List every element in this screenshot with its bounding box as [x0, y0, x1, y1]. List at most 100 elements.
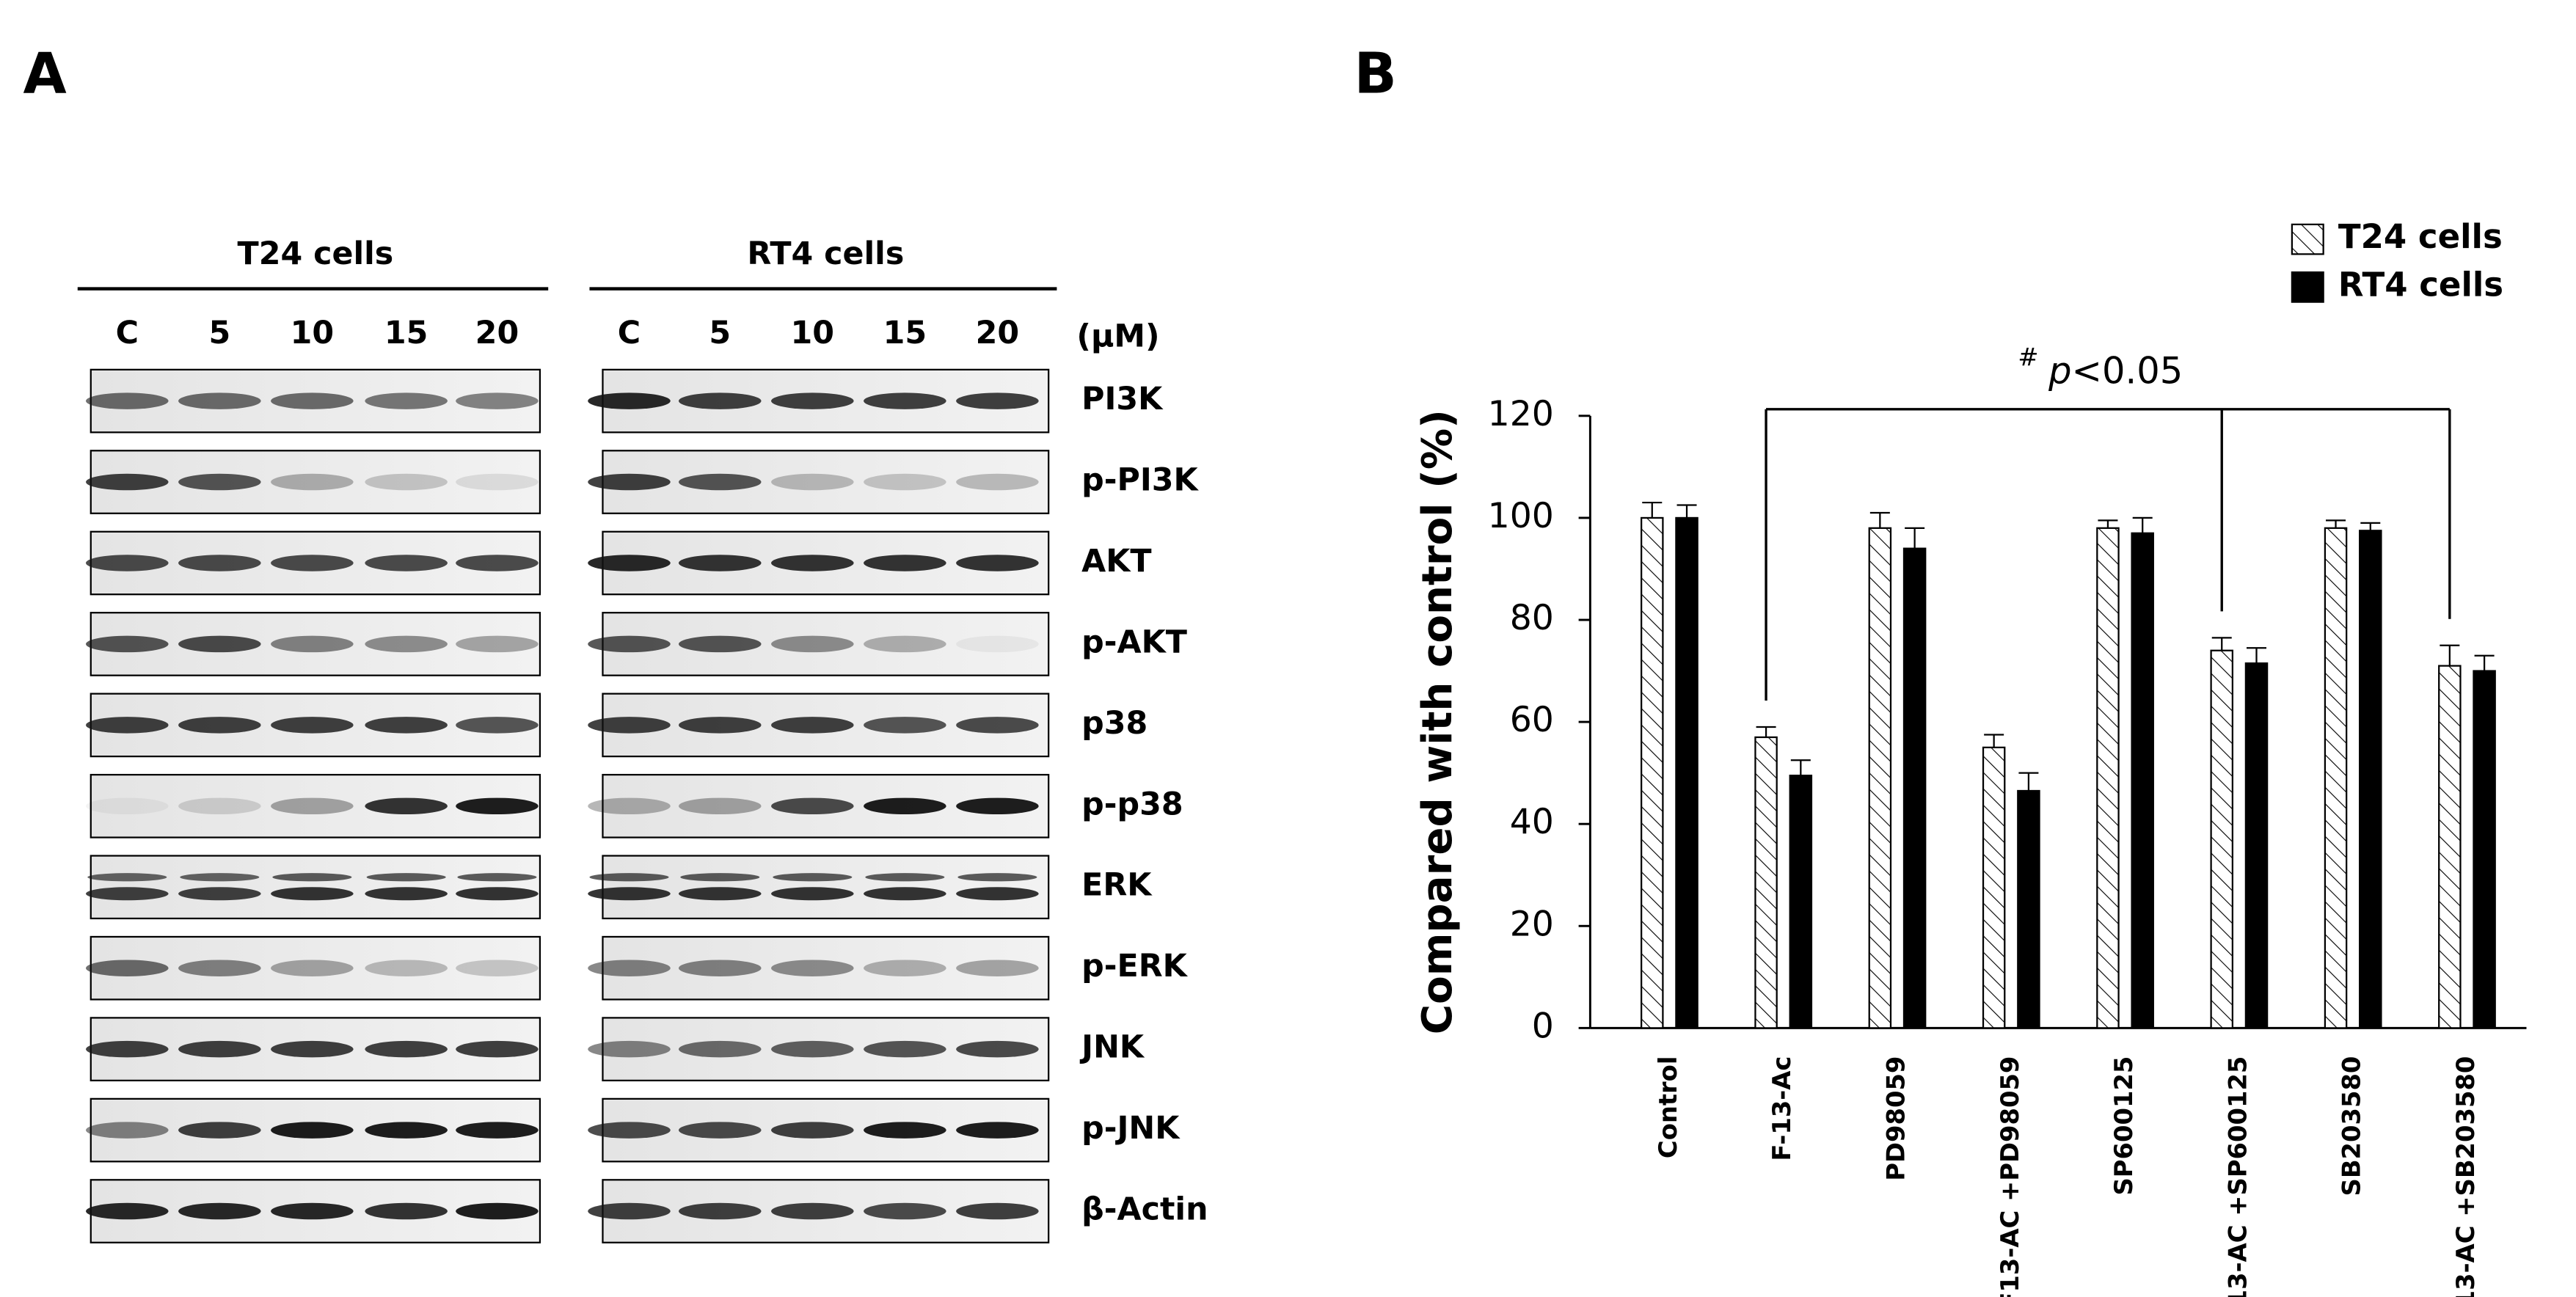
protein-label: p-ERK [1081, 948, 1189, 984]
band [365, 1202, 448, 1220]
error-bar [1790, 759, 1811, 776]
protein-label: β-Actin [1081, 1191, 1208, 1228]
band [956, 635, 1039, 653]
error-bar [1676, 504, 1697, 518]
band [271, 1040, 354, 1058]
band [679, 887, 762, 901]
error-bar [2132, 516, 2153, 533]
bar [1675, 516, 1699, 1029]
band [178, 1040, 261, 1058]
bar [1641, 516, 1664, 1029]
band [366, 873, 446, 882]
band [178, 473, 261, 491]
band [365, 473, 448, 491]
annotation-value: <0.05 [2072, 349, 2183, 392]
legend-label: T24 cells [2338, 217, 2503, 256]
protein-label: ERK [1081, 867, 1153, 904]
band [365, 1040, 448, 1058]
band [773, 873, 853, 882]
band [271, 797, 354, 815]
band [271, 555, 354, 571]
annotation-p: p [2048, 349, 2071, 392]
protein-label: p-AKT [1081, 624, 1187, 660]
lane-label: 10 [791, 315, 835, 351]
error-bar [1905, 527, 1925, 549]
band [588, 960, 671, 976]
band [178, 717, 261, 734]
band [864, 635, 946, 653]
lane-label: C [618, 315, 641, 351]
bar [2131, 532, 2154, 1029]
legend-label: RT4 cells [2338, 265, 2503, 304]
band [271, 887, 354, 901]
band [679, 1202, 762, 1220]
band [864, 887, 946, 901]
band [771, 1122, 854, 1139]
band [588, 887, 671, 901]
band [86, 797, 169, 815]
band [588, 1202, 671, 1220]
band [956, 960, 1039, 976]
error-bar [2440, 644, 2460, 666]
x-tick-label: F-13-Ac [1767, 1056, 1796, 1161]
bar [1789, 774, 1813, 1029]
band [956, 1202, 1039, 1220]
error-bar [2474, 654, 2495, 671]
protein-label: p38 [1081, 705, 1147, 742]
error-bar [2360, 522, 2381, 531]
band [86, 635, 169, 653]
band [956, 473, 1039, 491]
band [679, 717, 762, 734]
protein-label: AKT [1081, 543, 1151, 580]
band [679, 555, 762, 571]
y-axis-title: Compared with control (%) [1414, 409, 1462, 1034]
error-bar [1984, 734, 2004, 748]
band [271, 473, 354, 491]
band [86, 1040, 169, 1058]
band [864, 1122, 946, 1139]
error-bar [1869, 511, 1890, 528]
lane-label: 20 [475, 315, 519, 351]
blot-box [602, 612, 1050, 676]
bar [1902, 547, 1927, 1029]
bar [2324, 527, 2348, 1029]
band [86, 717, 169, 734]
y-tick-label: 60 [1510, 700, 1554, 740]
band [271, 392, 354, 409]
band [86, 1122, 169, 1139]
band [771, 797, 854, 815]
panel-label: A [23, 42, 67, 107]
error-bar [2326, 519, 2346, 528]
band [956, 555, 1039, 571]
band [956, 392, 1039, 409]
band [679, 1122, 762, 1139]
band [679, 473, 762, 491]
band [771, 887, 854, 901]
error-bar [2246, 647, 2267, 664]
band [956, 1122, 1039, 1139]
lane-label: 5 [208, 315, 230, 351]
band [956, 797, 1039, 815]
panel-label: B [1354, 42, 1397, 107]
band [956, 1040, 1039, 1058]
x-tick-label: F-13-AC +SB203580 [2451, 1056, 2480, 1297]
bar [2017, 789, 2040, 1029]
error-bar [2211, 637, 2232, 651]
bar [2359, 530, 2382, 1029]
bar [2244, 662, 2269, 1029]
band [588, 635, 671, 653]
band [456, 635, 539, 653]
y-tick-label: 0 [1532, 1006, 1554, 1046]
band [87, 873, 167, 882]
y-tick-label: 40 [1510, 802, 1554, 842]
x-tick-label: F-13-AC +SP600125 [2223, 1056, 2252, 1297]
band [771, 717, 854, 734]
band [178, 797, 261, 815]
band [365, 887, 448, 901]
protein-label: JNK [1079, 1029, 1145, 1066]
bar [2473, 670, 2496, 1029]
band [272, 873, 352, 882]
error-bar [2098, 519, 2118, 528]
band [365, 392, 448, 409]
